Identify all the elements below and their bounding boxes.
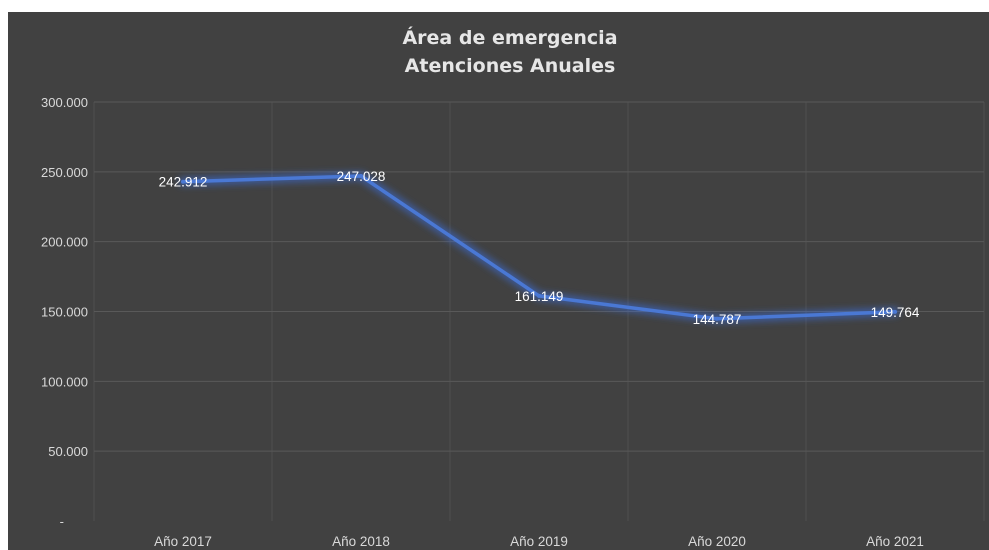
chart-title-line-2: Atenciones Anuales: [405, 55, 616, 77]
data-point: [537, 293, 541, 298]
data-label: 247.028: [337, 169, 386, 184]
series-annual-attentions: [178, 171, 900, 324]
x-tick-label: Año 2019: [510, 534, 568, 549]
y-tick-label: 100.000: [41, 374, 88, 389]
data-label: 242.912: [159, 175, 208, 190]
y-tick-label: 250.000: [41, 165, 88, 180]
data-point: [181, 179, 185, 184]
data-labels: 242.912 247.028 161.149 144.787 149.764: [159, 169, 920, 327]
data-point: [893, 309, 897, 314]
chart-title-line-1: Área de emergencia: [402, 26, 617, 49]
data-point: [715, 316, 719, 321]
x-tick-label: Año 2018: [332, 534, 390, 549]
y-tick-label: 300.000: [41, 95, 88, 110]
y-tick-label: 200.000: [41, 235, 88, 250]
x-tick-label: Año 2017: [154, 534, 212, 549]
data-label: 161.149: [515, 289, 564, 304]
y-tick-label: 50.000: [48, 444, 88, 459]
data-label: 144.787: [693, 312, 742, 327]
line-chart: Área de emergencia Atenciones Anuales - 5…: [41, 26, 985, 549]
y-tick-label: -: [60, 514, 64, 529]
chart-panel: Área de emergencia Atenciones Anuales - 5…: [8, 12, 989, 550]
x-tick-label: Año 2021: [866, 534, 924, 549]
x-axis-ticks: Año 2017 Año 2018 Año 2019 Año 2020 Año 2021: [154, 534, 924, 549]
y-tick-label: 150.000: [41, 305, 88, 320]
data-point: [359, 173, 363, 178]
x-tick-label: Año 2020: [688, 534, 746, 549]
y-axis-ticks: - 50.000 100.000 150.000 200.000 250.000 300.0…: [41, 95, 88, 529]
data-label: 149.764: [871, 305, 920, 320]
